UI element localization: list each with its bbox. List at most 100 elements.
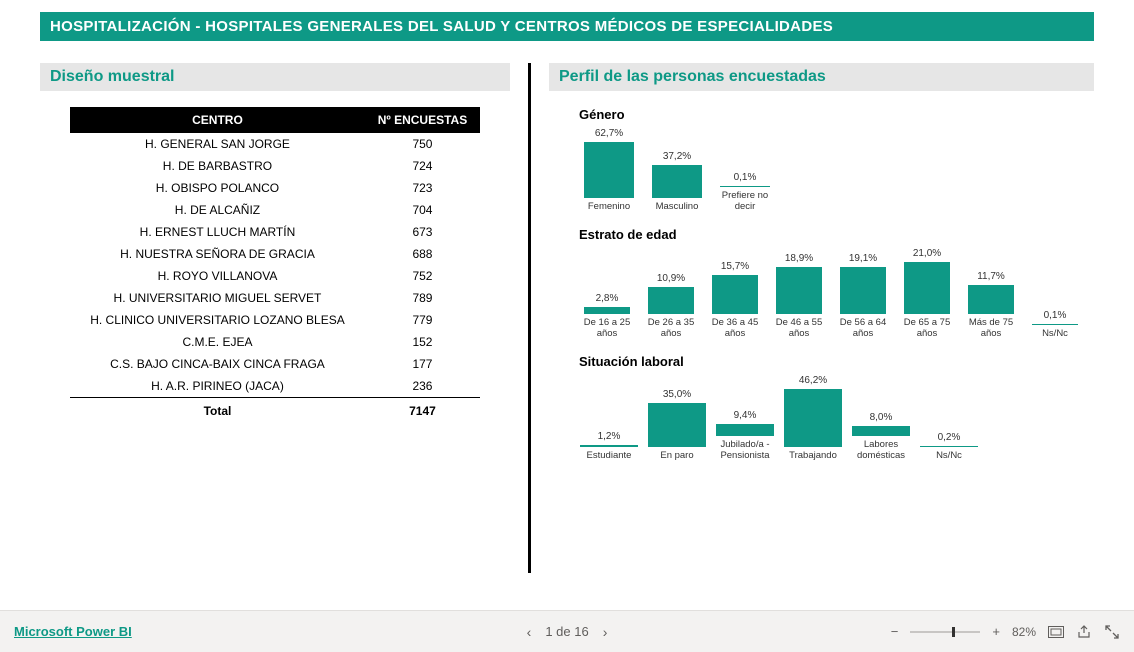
cell-centro: H. UNIVERSITARIO MIGUEL SERVET bbox=[70, 287, 365, 309]
column-divider bbox=[528, 63, 531, 573]
bar-category-label: Masculino bbox=[647, 202, 707, 213]
bar-category-label: De 26 a 35 años bbox=[643, 318, 699, 340]
chart-title: Estrato de edad bbox=[579, 227, 1094, 242]
table-row[interactable]: C.M.E. EJEA152 bbox=[70, 331, 480, 353]
page-title-banner: HOSPITALIZACIÓN - HOSPITALES GENERALES D… bbox=[40, 12, 1094, 41]
sample-table-wrap: CENTRO Nº ENCUESTAS H. GENERAL SAN JORGE… bbox=[40, 107, 510, 422]
bar-rect bbox=[840, 267, 886, 314]
bar-value-label: 11,7% bbox=[977, 271, 1005, 282]
table-row[interactable]: H. DE BARBASTRO724 bbox=[70, 155, 480, 177]
left-column: Diseño muestral CENTRO Nº ENCUESTAS H. G… bbox=[40, 63, 510, 573]
cell-encuestas: 750 bbox=[365, 133, 480, 155]
bar-category-label: Prefiere no decir bbox=[715, 191, 775, 213]
bar[interactable]: 62,7%Femenino bbox=[579, 128, 639, 213]
bar-value-label: 0,1% bbox=[1044, 310, 1067, 321]
bar[interactable]: 0,1% Ns/Nc bbox=[1027, 310, 1083, 340]
table-row[interactable]: H. OBISPO POLANCO723 bbox=[70, 177, 480, 199]
bar[interactable]: 1,2%Estudiante bbox=[579, 431, 639, 461]
table-row[interactable]: H. DE ALCAÑIZ704 bbox=[70, 199, 480, 221]
cell-centro: H. DE BARBASTRO bbox=[70, 155, 365, 177]
zoom-out-button[interactable]: − bbox=[891, 624, 899, 639]
bar-rect bbox=[580, 445, 638, 447]
sample-table[interactable]: CENTRO Nº ENCUESTAS H. GENERAL SAN JORGE… bbox=[70, 107, 480, 422]
bar[interactable]: 15,7%De 36 a 45 años bbox=[707, 261, 763, 340]
chart-género[interactable]: Género62,7%Femenino37,2%Masculino0,1%Pre… bbox=[549, 107, 1094, 213]
report-canvas: HOSPITALIZACIÓN - HOSPITALES GENERALES D… bbox=[0, 0, 1134, 605]
prev-page-button[interactable]: ‹ bbox=[527, 624, 532, 640]
zoom-slider[interactable] bbox=[910, 631, 980, 633]
bar[interactable]: 46,2%Trabajando bbox=[783, 375, 843, 462]
bar[interactable]: 21,0%De 65 a 75 años bbox=[899, 248, 955, 340]
bar-value-label: 1,2% bbox=[598, 431, 621, 442]
bar[interactable]: 2,8%De 16 a 25 años bbox=[579, 293, 635, 340]
bar-value-label: 10,9% bbox=[657, 273, 685, 284]
powerbi-brand-link[interactable]: Microsoft Power BI bbox=[14, 624, 132, 639]
bar-category-label: Jubilado/a - Pensionista bbox=[715, 440, 775, 462]
bar[interactable]: 0,2% Ns/Nc bbox=[919, 432, 979, 462]
bar-value-label: 0,1% bbox=[734, 172, 757, 183]
next-page-button[interactable]: › bbox=[603, 624, 608, 640]
bar-rect bbox=[784, 389, 842, 447]
table-row[interactable]: H. CLINICO UNIVERSITARIO LOZANO BLESA779 bbox=[70, 309, 480, 331]
table-row[interactable]: C.S. BAJO CINCA-BAIX CINCA FRAGA177 bbox=[70, 353, 480, 375]
share-icon[interactable] bbox=[1076, 624, 1092, 640]
bar[interactable]: 18,9%De 46 a 55 años bbox=[771, 253, 827, 340]
bar-category-label: Trabajando bbox=[783, 451, 843, 462]
bar[interactable]: 35,0%En paro bbox=[647, 389, 707, 462]
fullscreen-icon[interactable] bbox=[1104, 624, 1120, 640]
cell-centro: H. CLINICO UNIVERSITARIO LOZANO BLESA bbox=[70, 309, 365, 331]
bar-rect bbox=[712, 275, 758, 314]
bar-category-label: En paro bbox=[647, 451, 707, 462]
fit-to-page-icon[interactable] bbox=[1048, 626, 1064, 638]
chart-situación-laboral[interactable]: Situación laboral1,2%Estudiante35,0%En p… bbox=[549, 354, 1094, 462]
bar-value-label: 62,7% bbox=[595, 128, 623, 139]
total-value: 7147 bbox=[365, 398, 480, 423]
bar-value-label: 9,4% bbox=[734, 410, 757, 421]
bar-category-label: Ns/Nc bbox=[1027, 329, 1083, 340]
col-header-encuestas[interactable]: Nº ENCUESTAS bbox=[365, 107, 480, 133]
zoom-slider-thumb[interactable] bbox=[952, 627, 955, 637]
bar[interactable]: 37,2% Masculino bbox=[647, 151, 707, 213]
table-row[interactable]: H. A.R. PIRINEO (JACA)236 bbox=[70, 375, 480, 398]
cell-encuestas: 704 bbox=[365, 199, 480, 221]
bar-rect bbox=[584, 142, 634, 198]
table-row[interactable]: H. GENERAL SAN JORGE750 bbox=[70, 133, 480, 155]
cell-encuestas: 724 bbox=[365, 155, 480, 177]
bar[interactable]: 9,4% Jubilado/a - Pensionista bbox=[715, 410, 775, 462]
cell-centro: H. ROYO VILLANOVA bbox=[70, 265, 365, 287]
zoom-in-button[interactable]: + bbox=[992, 624, 1000, 639]
cell-encuestas: 789 bbox=[365, 287, 480, 309]
bar-value-label: 37,2% bbox=[663, 151, 691, 162]
cell-centro: H. GENERAL SAN JORGE bbox=[70, 133, 365, 155]
table-total-row: Total7147 bbox=[70, 398, 480, 423]
left-section-header: Diseño muestral bbox=[40, 63, 510, 91]
bar-category-label: Ns/Nc bbox=[919, 451, 979, 462]
cell-centro: C.S. BAJO CINCA-BAIX CINCA FRAGA bbox=[70, 353, 365, 375]
right-column: Perfil de las personas encuestadas Géner… bbox=[549, 63, 1094, 573]
bar-rect bbox=[720, 186, 770, 187]
bar[interactable]: 0,1% Prefiere no decir bbox=[715, 172, 775, 213]
table-row[interactable]: H. NUESTRA SEÑORA DE GRACIA688 bbox=[70, 243, 480, 265]
bar-value-label: 8,0% bbox=[870, 412, 893, 423]
cell-centro: C.M.E. EJEA bbox=[70, 331, 365, 353]
cell-encuestas: 673 bbox=[365, 221, 480, 243]
table-row[interactable]: H. ROYO VILLANOVA752 bbox=[70, 265, 480, 287]
bar[interactable]: 19,1%De 56 a 64 años bbox=[835, 253, 891, 340]
bar-rect bbox=[1032, 324, 1078, 325]
bar-rect bbox=[968, 285, 1014, 314]
table-row[interactable]: H. UNIVERSITARIO MIGUEL SERVET789 bbox=[70, 287, 480, 309]
bar[interactable]: 10,9% De 26 a 35 años bbox=[643, 273, 699, 340]
bar-value-label: 15,7% bbox=[721, 261, 749, 272]
bar-rect bbox=[584, 307, 630, 314]
bar[interactable]: 11,7%Más de 75 años bbox=[963, 271, 1019, 340]
bar-rect bbox=[776, 267, 822, 314]
page-indicator: 1 de 16 bbox=[545, 624, 588, 639]
bars-row: 2,8%De 16 a 25 años10,9%De 26 a 35 años1… bbox=[579, 248, 1094, 340]
table-row[interactable]: H. ERNEST LLUCH MARTÍN673 bbox=[70, 221, 480, 243]
bar[interactable]: 8,0%Labores domésticas bbox=[851, 412, 911, 462]
chart-estrato-de-edad[interactable]: Estrato de edad 2,8%De 16 a 25 años 10,9% D… bbox=[549, 227, 1094, 340]
bar-category-label: De 65 a 75 años bbox=[899, 318, 955, 340]
bar-value-label: 0,2% bbox=[938, 432, 961, 443]
col-header-centro[interactable]: CENTRO bbox=[70, 107, 365, 133]
cell-centro: H. A.R. PIRINEO (JACA) bbox=[70, 375, 365, 398]
